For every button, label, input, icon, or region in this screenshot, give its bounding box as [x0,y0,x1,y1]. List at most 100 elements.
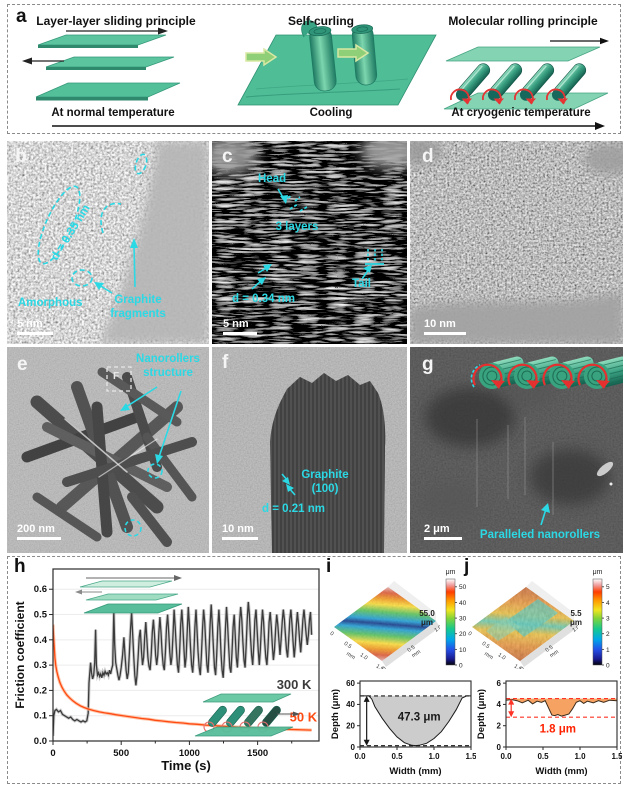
annotation-marks-e [106,366,182,537]
panel-c-label: c [222,146,233,167]
scale-bar-text: 2 μm [424,523,450,535]
self-curling-graphic [237,20,437,106]
peak-depth-i: 55.0 μm [414,609,440,627]
svg-text:Friction coefficient: Friction coefficient [13,601,27,708]
svg-text:0: 0 [497,743,502,752]
molecular-rolling-graphic [443,37,609,110]
svg-text:1.5: 1.5 [611,752,622,761]
svg-text:1500: 1500 [247,748,268,759]
svg-text:Depth (μm): Depth (μm) [476,689,487,739]
svg-text:0.6: 0.6 [34,584,47,595]
svg-text:60: 60 [346,679,355,688]
process-arrow [52,122,605,130]
panel-f-label: f [222,352,229,373]
sem-texture-g [410,347,623,553]
dashed-outlines [37,153,148,287]
svg-text:1.8 μm: 1.8 μm [540,724,576,736]
caption-cryogenic-temp: At cryogenic temperature [451,107,591,119]
nanorollers-structure-annotation: Nanorollers structure [136,353,200,379]
svg-text:0.5: 0.5 [481,641,491,650]
svg-text:0.5: 0.5 [407,645,417,654]
tem-texture-c [212,141,407,344]
section-title-sliding: Layer-layer sliding principle [36,14,196,28]
caption-normal-temp: At normal temperature [51,107,175,119]
panel-g: g Paralleled nanorollers 2 μm [410,347,623,553]
svg-text:1.0: 1.0 [434,625,440,634]
annotation-arrows-b [94,238,138,294]
svg-text:1.0: 1.0 [574,752,586,761]
svg-text:1: 1 [606,647,610,654]
svg-text:1.0: 1.0 [497,652,507,661]
svg-text:0.5: 0.5 [391,752,403,761]
sliding-inset-graphic [75,575,183,614]
svg-text:500: 500 [113,748,129,759]
scale-bar: 10 nm [424,318,466,335]
annotation-marks-c [251,188,384,290]
surface-i: 00.51.01.5mm00.51.0mm [329,581,440,669]
inset-box-label: F [113,371,120,382]
svg-text:0.4: 0.4 [34,635,48,646]
svg-text:50: 50 [459,584,467,591]
svg-text:mm: mm [345,651,356,661]
graphite-100-annotation: Graphite (100) [301,469,349,495]
svg-text:mm: mm [549,649,560,659]
svg-text:30: 30 [459,615,467,622]
sliding-sheets-graphic [22,27,181,101]
panel-d: d 10 nm [410,141,623,344]
svg-text:1.5: 1.5 [513,664,523,669]
svg-text:1.5: 1.5 [465,752,476,761]
svg-text:20: 20 [346,722,355,731]
scale-bar: 10 nm [222,523,258,540]
head-annotation: Head [258,173,287,185]
nanoroller-inset-graphic [470,356,623,390]
panel-a-schematic [22,20,609,130]
panel-h-label: h [14,556,26,577]
svg-text:0: 0 [382,666,388,669]
svg-text:μm: μm [593,569,603,576]
svg-text:0.0: 0.0 [34,736,47,747]
d-spacing-annotation: d = 0.21 nm [262,503,325,515]
svg-text:0: 0 [459,662,463,669]
wear-profile-i: 47.3 μm 0 20 40 60 0.0 0.5 1.0 1.5 Width (mm) Dept… [330,679,476,777]
scale-bar: 5 nm [17,318,53,335]
rolling-inset-graphic [194,693,300,737]
scale-bar: 200 nm [17,523,61,540]
panel-e: e F Nanorollers structure 200 nm [7,347,209,553]
svg-text:0: 0 [329,631,335,638]
svg-text:0.3: 0.3 [34,660,47,671]
svg-text:1.5: 1.5 [375,664,385,669]
paralleled-roller-lines [476,417,554,515]
svg-text:0.1: 0.1 [34,711,48,722]
panel-e-label: e [17,354,28,375]
svg-text:47.3 μm: 47.3 μm [398,711,441,723]
svg-text:0: 0 [520,666,526,669]
svg-text:0.5: 0.5 [343,641,353,650]
peak-unit: μm [569,618,582,628]
svg-text:40: 40 [459,600,467,607]
peak-unit: μm [420,618,433,628]
svg-text:Width (mm): Width (mm) [389,766,441,777]
svg-text:mm: mm [483,651,494,661]
surface-j: 00.51.01.5mm00.51.0mm [467,581,578,669]
svg-text:1000: 1000 [179,748,200,759]
peak-value: 55.0 [419,609,435,618]
d-spacing-annotation: d = 0.34 nm [232,293,295,305]
tem-texture-b [7,141,209,344]
section-title-self-curling: Self-curling [287,14,354,28]
peak-depth-j: 5.5 μm [564,609,588,627]
panel-f: f Graphite (100) d = 0.21 nm 10 nm [212,347,407,553]
wear-profile-j: 1.8 μm 0 2 4 6 0.0 0.5 1.0 1.5 Width (mm) Depth (μ… [476,679,622,777]
svg-text:2: 2 [606,631,610,638]
scale-bar-text: 10 nm [424,318,456,330]
svg-text:20: 20 [459,631,467,638]
svg-text:mm: mm [411,649,422,659]
svg-text:5: 5 [606,584,610,591]
tail-annotation: Tail [352,278,371,290]
layers-annotation: 3 layers [275,221,319,233]
paralleled-nanorollers-annotation: Paralleled nanorollers [479,529,601,541]
annotation-marks-f [281,473,296,496]
svg-text:0.5: 0.5 [537,752,549,761]
svg-text:μm: μm [446,569,456,576]
panel-d-label: d [422,146,434,167]
